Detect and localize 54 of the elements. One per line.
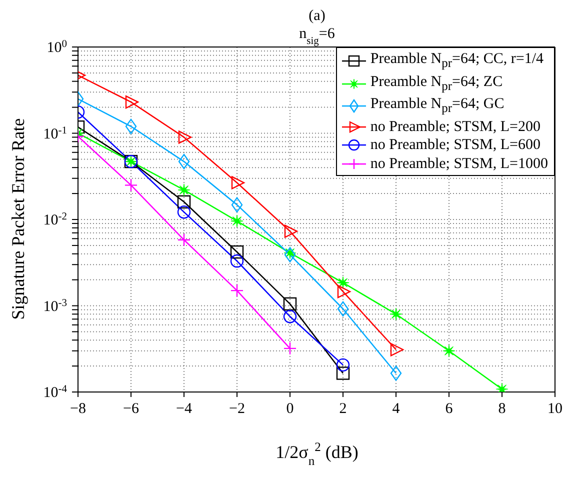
- legend-label: no Preamble; STSM, L=600: [370, 136, 540, 154]
- point: [124, 178, 138, 192]
- x-tick-label: −6: [123, 401, 140, 417]
- point: [230, 284, 244, 298]
- point: [178, 154, 190, 170]
- x-tick-label: 4: [392, 401, 400, 417]
- x-tick-label: 10: [548, 401, 562, 417]
- point: [231, 176, 245, 190]
- legend-label: Preamble N$_{pr}$=64; CC, r=1/4: [370, 50, 544, 72]
- point: [231, 197, 243, 212]
- point: [230, 254, 244, 268]
- y-tick-label: 10$^{-4}$: [43, 384, 68, 401]
- point: [390, 343, 404, 356]
- y-tick-label: 10$^{-3}$: [43, 297, 67, 315]
- legend-label: no Preamble; STSM, L=200: [370, 118, 540, 136]
- point: [283, 342, 297, 356]
- x-tick-label: −4: [176, 401, 192, 417]
- y-tick-label: 10$^{-2}$: [43, 211, 67, 228]
- chart-subtitle: n$_{sig}$=6: [299, 26, 336, 46]
- legend-label: Preamble N$_{pr}$=64; ZC: [370, 72, 503, 95]
- point: [390, 366, 402, 381]
- point: [283, 297, 297, 311]
- point: [230, 214, 244, 228]
- point: [337, 301, 349, 316]
- y-axis-title: Signature Packet Error Rate: [8, 118, 28, 320]
- point: [284, 224, 298, 238]
- y-tick-label: 10$^{-1}$: [43, 124, 67, 142]
- point: [337, 284, 351, 298]
- point: [177, 195, 191, 208]
- x-tick-label: −2: [229, 401, 245, 417]
- point: [230, 245, 244, 259]
- point: [125, 95, 139, 109]
- point: [336, 358, 350, 372]
- point: [390, 308, 402, 320]
- y-tick-label: 10$^{0}$: [46, 38, 67, 56]
- point: [442, 344, 456, 358]
- point: [284, 247, 296, 262]
- x-tick-label: 8: [498, 401, 506, 417]
- legend-label: Preamble N$_{pr}$=64; GC: [370, 95, 504, 117]
- point: [125, 118, 137, 134]
- legend-label: no Preamble; STSM, L=1000: [370, 154, 548, 173]
- point: [177, 205, 191, 219]
- x-tick-label: 6: [445, 401, 454, 417]
- point: [177, 233, 191, 247]
- point: [178, 184, 190, 196]
- x-tick-label: −8: [70, 401, 86, 417]
- chart-title: (a): [308, 8, 326, 24]
- point: [283, 310, 297, 324]
- point: [336, 366, 350, 380]
- point: [336, 276, 350, 290]
- x-tick-label: 0: [286, 401, 294, 417]
- x-axis-title: 1/2σ$_{n}$$^{2}$ (dB): [276, 440, 358, 468]
- point: [178, 130, 192, 144]
- x-tick-label: 2: [339, 401, 347, 417]
